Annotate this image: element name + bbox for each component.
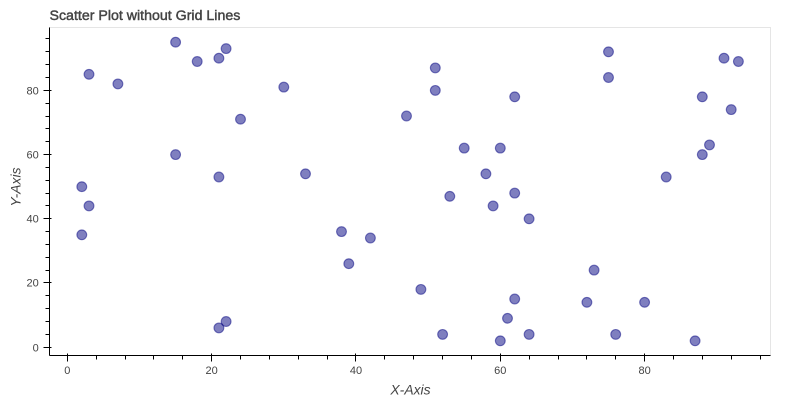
svg-text:20: 20 [206, 365, 218, 377]
svg-text:Y-Axis: Y-Axis [8, 167, 24, 206]
svg-text:40: 40 [27, 213, 39, 225]
svg-text:X-Axis: X-Axis [389, 381, 430, 397]
svg-text:80: 80 [638, 365, 650, 377]
svg-text:60: 60 [27, 149, 39, 161]
svg-text:Scatter Plot without Grid Line: Scatter Plot without Grid Lines [50, 8, 241, 24]
svg-text:40: 40 [350, 365, 362, 377]
svg-text:0: 0 [64, 365, 70, 377]
svg-text:0: 0 [33, 342, 39, 354]
svg-text:80: 80 [27, 85, 39, 97]
svg-text:60: 60 [494, 365, 506, 377]
svg-text:20: 20 [27, 277, 39, 289]
